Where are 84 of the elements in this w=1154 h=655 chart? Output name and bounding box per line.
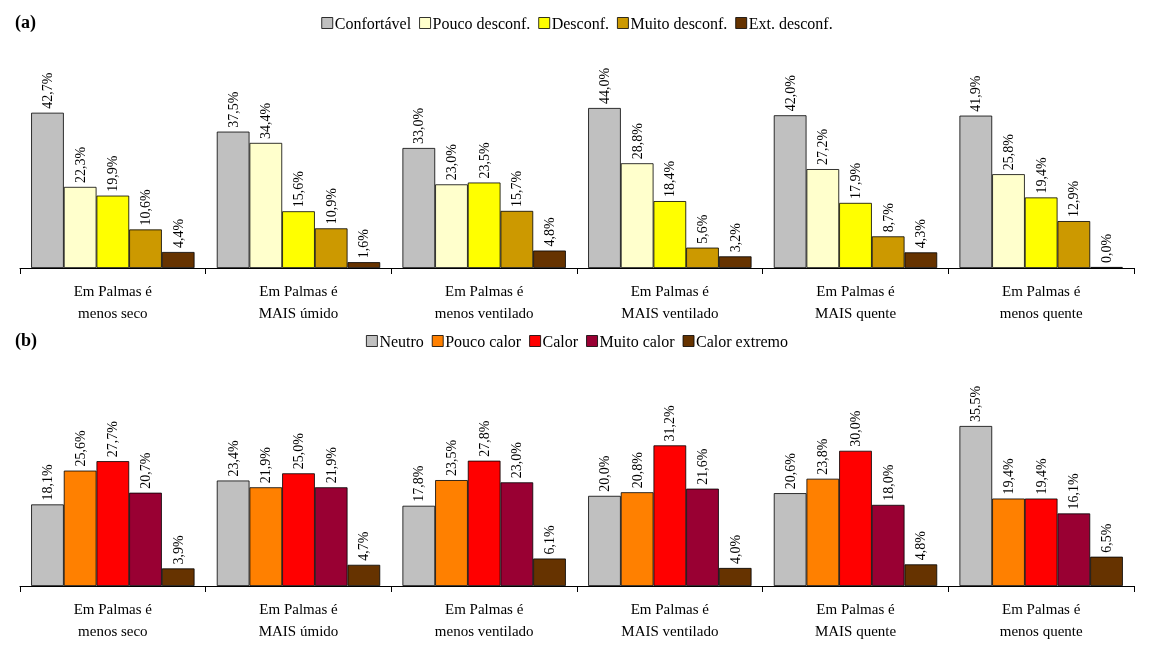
x-tick-label: Em Palmas é MAIS úmido: [258, 601, 339, 639]
data-label: 10,9%: [323, 187, 339, 225]
data-label: 23,5%: [476, 142, 492, 179]
data-label: 8,7%: [880, 202, 896, 233]
data-label: 21,9%: [258, 446, 274, 484]
data-label: 23,4%: [225, 440, 241, 477]
data-label: 27,8%: [476, 420, 492, 457]
data-label: 16,1%: [1066, 472, 1082, 510]
legend-label: Confortável: [334, 14, 412, 32]
data-label: 25,0%: [291, 432, 306, 470]
data-label: 4,8%: [913, 530, 929, 561]
chart-title: (a): [15, 12, 36, 33]
data-label: 15,6%: [291, 170, 306, 208]
x-tick-label: Em Palmas é MAIS ventilado: [621, 283, 719, 321]
chart-title: (b): [15, 330, 37, 351]
legend-label: Muito calor: [599, 332, 676, 350]
x-tick-label: Em Palmas é menos ventilado: [434, 601, 534, 639]
x-tick-label: Em Palmas é MAIS ventilado: [621, 601, 719, 639]
data-label: 31,2%: [662, 404, 678, 442]
legend-label: Calor: [542, 332, 579, 350]
data-label: 10,6%: [138, 188, 154, 226]
data-label: 42,7%: [39, 72, 55, 109]
data-label: 4,0%: [727, 534, 743, 564]
data-label: 42,0%: [782, 74, 798, 112]
data-label: 20,7%: [138, 452, 154, 489]
data-label: 34,4%: [258, 102, 274, 139]
data-label: 23,8%: [815, 438, 831, 475]
data-label: 4,8%: [542, 217, 558, 247]
data-label: 41,9%: [968, 75, 984, 112]
data-label: 4,7%: [356, 531, 372, 561]
data-label: 23,5%: [443, 439, 459, 477]
data-label: 12,9%: [1066, 180, 1082, 218]
data-label: 20,0%: [596, 455, 612, 492]
data-label: 19,9%: [105, 155, 121, 192]
legend-label: Pouco calor: [445, 332, 522, 350]
data-label: 22,3%: [72, 146, 88, 183]
data-label: 1,6%: [356, 228, 372, 259]
data-label: 18,0%: [880, 464, 896, 501]
data-label: 17,9%: [848, 162, 863, 199]
data-label: 20,8%: [629, 451, 645, 489]
legend-label: Ext. desconf.: [748, 14, 833, 32]
data-label: 27,7%: [105, 420, 121, 458]
data-label: 19,4%: [1033, 458, 1049, 495]
x-tick-label: Em Palmas é MAIS quente: [814, 601, 897, 639]
data-label: 25,6%: [72, 430, 88, 467]
data-label: 28,8%: [629, 122, 645, 160]
data-label: 4,4%: [170, 218, 186, 248]
data-label: 6,1%: [542, 525, 558, 555]
data-label: 19,4%: [1000, 458, 1016, 495]
data-label: 25,8%: [1000, 133, 1016, 171]
x-tick-label: Em Palmas é menos ventilado: [434, 283, 534, 321]
data-label: 18,4%: [662, 160, 678, 198]
data-label: 44,0%: [596, 67, 612, 104]
data-label: 33,0%: [411, 107, 427, 144]
data-label: 21,9%: [323, 446, 339, 484]
data-label: 37,5%: [225, 91, 241, 128]
legend-label: Pouco desconf.: [432, 14, 531, 32]
data-label: 5,6%: [695, 214, 711, 244]
data-label: 17,8%: [411, 465, 427, 502]
x-tick-label: Em Palmas é menos seco: [73, 601, 153, 639]
legend-label: Muito desconf.: [630, 14, 728, 32]
x-tick-label: Em Palmas é MAIS úmido: [258, 283, 339, 321]
data-label: 19,4%: [1033, 156, 1049, 194]
legend-label: Desconf.: [551, 14, 610, 32]
data-label: 18,1%: [39, 463, 55, 501]
data-label: 3,2%: [727, 222, 743, 253]
x-tick-label: Em Palmas é menos quente: [999, 283, 1083, 321]
data-label: 4,3%: [913, 218, 929, 249]
legend-label: Calor extremo: [696, 332, 789, 350]
data-label: 23,0%: [509, 441, 525, 479]
data-label: 15,7%: [509, 170, 525, 207]
legend-label: Neutro: [379, 332, 424, 350]
data-label: 6,5%: [1099, 523, 1115, 553]
x-tick-label: Em Palmas é menos seco: [73, 283, 153, 321]
data-label: 23,0%: [443, 143, 459, 181]
data-label: 35,5%: [968, 385, 984, 422]
data-label: 0,0%: [1099, 233, 1115, 263]
data-label: 21,6%: [695, 448, 711, 485]
data-label: 27,2%: [815, 128, 831, 166]
data-label: 30,0%: [848, 410, 863, 447]
data-label: 3,9%: [170, 534, 186, 565]
x-tick-label: Em Palmas é menos quente: [999, 601, 1083, 639]
x-tick-label: Em Palmas é MAIS quente: [814, 283, 897, 321]
data-label: 20,6%: [782, 452, 798, 490]
